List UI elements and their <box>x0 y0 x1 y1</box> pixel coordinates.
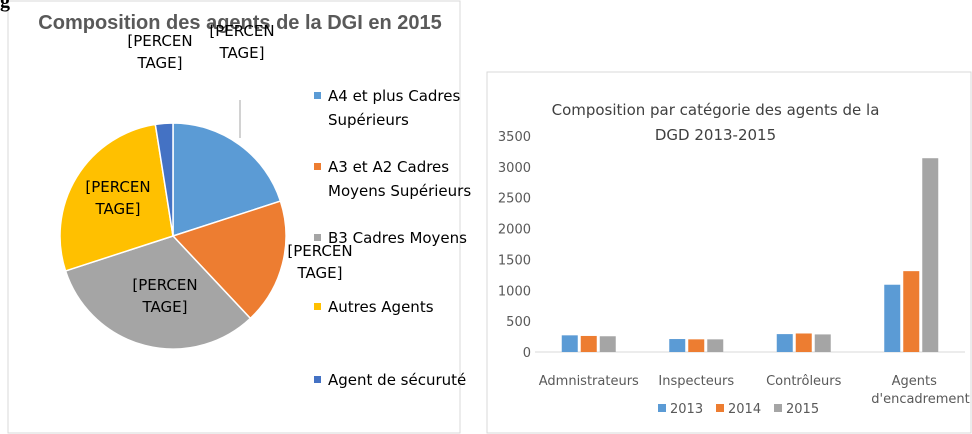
bar <box>903 271 920 352</box>
pie-title: Composition des agents de la DGI en 2015 <box>38 12 442 34</box>
bar <box>707 339 724 352</box>
legend-entry: 2015 <box>786 402 819 417</box>
pie-slice <box>172 122 282 238</box>
bar <box>884 284 901 352</box>
x-tick-label: Inspecteurs <box>658 374 735 389</box>
legend-swatch <box>314 92 321 99</box>
bar <box>599 336 616 352</box>
x-tick-label: Agents d'encadrement <box>871 374 970 407</box>
legend-entry: B3 Cadres Moyens <box>314 226 478 250</box>
data-label: [PERCENTAGE] <box>209 22 275 62</box>
bar <box>561 335 578 352</box>
legend-swatch <box>314 376 321 383</box>
y-tick-label: 3000 <box>498 161 531 176</box>
legend-swatch <box>314 303 321 310</box>
legend-entry: 2013 <box>670 402 703 417</box>
bar <box>580 335 597 352</box>
legend-swatch <box>716 404 724 412</box>
pie-slice <box>154 122 174 237</box>
bar <box>795 333 812 352</box>
pie-slice <box>59 123 174 272</box>
legend-swatch <box>658 404 666 412</box>
y-tick-label: 1000 <box>498 284 531 299</box>
bar-frame <box>486 71 972 434</box>
y-tick-label: 2500 <box>498 192 531 207</box>
x-tick-label: Contrôleurs <box>766 374 842 389</box>
data-label: [PERCENTAGE] <box>132 276 198 316</box>
legend-entry: 2014 <box>728 402 761 417</box>
y-tick-label: 0 <box>523 346 531 361</box>
y-tick-label: 1500 <box>498 253 531 268</box>
y-tick-label: 500 <box>506 315 531 330</box>
pie-slice <box>64 235 252 350</box>
bar <box>669 339 686 352</box>
bar-title: Composition par catégorie des agents de … <box>551 101 880 144</box>
bar <box>814 334 831 352</box>
pie-slice <box>171 200 287 320</box>
pie-chart <box>7 0 461 434</box>
legend-swatch <box>774 404 782 412</box>
legend-entry: Autres Agents <box>314 295 478 319</box>
pie-frame <box>7 0 461 434</box>
cropped-text: g <box>0 0 10 12</box>
data-label: [PERCENTAGE] <box>287 242 353 282</box>
y-tick-label: 2000 <box>498 223 531 238</box>
bar <box>688 339 705 352</box>
legend-entry: A3 et A2 Cadres Moyens Supérieurs <box>314 155 478 203</box>
data-label: [PERCENTAGE] <box>127 32 193 72</box>
legend-swatch <box>314 234 321 241</box>
bar <box>776 334 793 352</box>
legend-entry: A4 et plus Cadres Supérieurs <box>314 84 478 132</box>
bar <box>922 158 939 352</box>
x-tick-label: Admnistrateurs <box>538 374 639 389</box>
y-tick-label: 3500 <box>498 130 531 145</box>
legend-entry: Agent de sécuruté <box>314 368 478 392</box>
legend-swatch <box>314 163 321 170</box>
data-label: [PERCENTAGE] <box>85 178 151 218</box>
